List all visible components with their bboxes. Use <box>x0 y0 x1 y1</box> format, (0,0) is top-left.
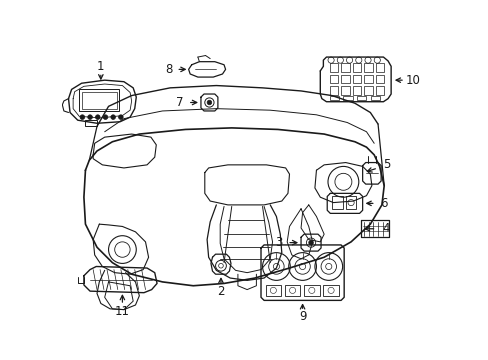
Circle shape <box>118 115 123 120</box>
Bar <box>352 75 360 83</box>
Bar <box>357 95 366 100</box>
Circle shape <box>111 115 115 120</box>
Text: 6: 6 <box>380 197 387 210</box>
Circle shape <box>80 115 84 120</box>
Circle shape <box>207 100 211 105</box>
Bar <box>375 86 384 95</box>
Bar <box>375 75 384 83</box>
Text: 9: 9 <box>298 310 305 323</box>
Text: 7: 7 <box>175 96 183 109</box>
Text: 11: 11 <box>115 305 130 319</box>
Bar <box>329 95 338 100</box>
Bar <box>85 120 97 126</box>
Bar <box>285 285 300 296</box>
Bar <box>364 86 372 95</box>
Bar <box>341 86 349 95</box>
Bar <box>323 285 338 296</box>
Bar <box>370 95 380 100</box>
Bar <box>375 63 384 72</box>
Bar <box>329 63 337 72</box>
Bar <box>343 95 352 100</box>
Bar <box>265 285 281 296</box>
Text: 4: 4 <box>381 222 389 235</box>
Bar <box>304 285 319 296</box>
Text: 3: 3 <box>274 236 282 249</box>
Circle shape <box>308 240 313 245</box>
Bar <box>331 197 342 209</box>
Text: 1: 1 <box>97 60 104 73</box>
Bar <box>364 63 372 72</box>
Bar <box>81 92 117 109</box>
Circle shape <box>95 115 100 120</box>
Bar <box>329 86 337 95</box>
Bar <box>352 86 360 95</box>
Bar <box>79 89 119 111</box>
Bar <box>352 63 360 72</box>
Text: 5: 5 <box>383 158 390 171</box>
Text: 8: 8 <box>164 63 172 76</box>
Bar <box>345 197 356 209</box>
Text: 2: 2 <box>217 285 224 298</box>
Bar <box>341 75 349 83</box>
Circle shape <box>103 115 107 120</box>
Text: 10: 10 <box>405 74 420 87</box>
Bar <box>329 75 337 83</box>
Bar <box>341 63 349 72</box>
Bar <box>364 75 372 83</box>
Circle shape <box>87 115 92 120</box>
